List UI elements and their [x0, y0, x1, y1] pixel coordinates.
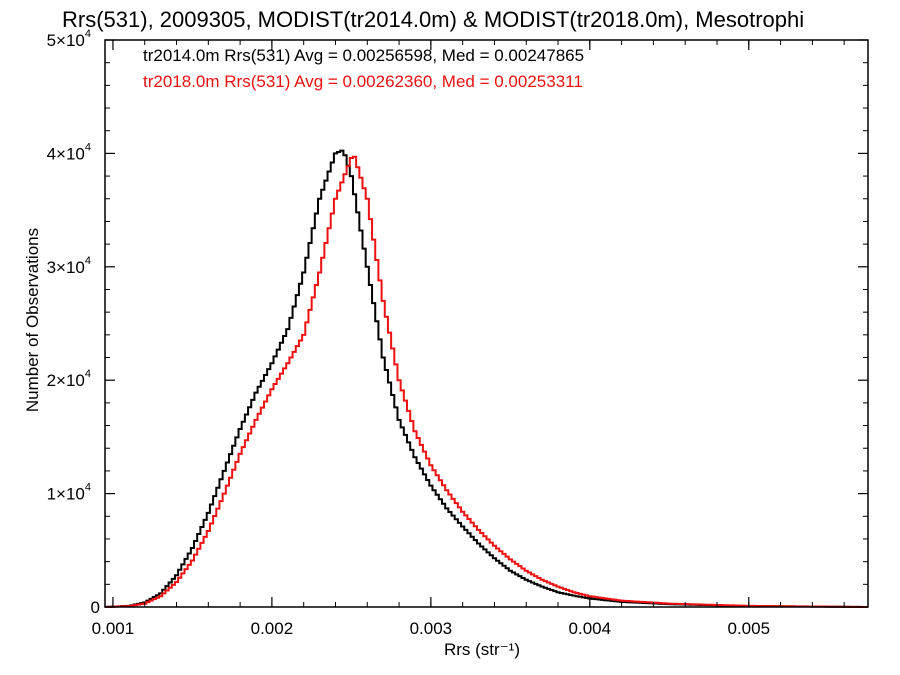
x-tick-label: 0.005: [728, 619, 771, 638]
y-axis-label: Number of Observations: [23, 228, 42, 412]
x-tick-label: 0.004: [569, 619, 612, 638]
y-axis: 0 1×104 2×104 3×104 4×104 5×104: [47, 28, 868, 617]
histogram-series-2: [105, 155, 868, 608]
x-tick-label: 0.001: [92, 619, 135, 638]
x-tick-label: 0.002: [251, 619, 294, 638]
y-tick-label: 2×104: [47, 368, 91, 390]
x-tick-label: 0.003: [410, 619, 453, 638]
series-layer: [105, 149, 868, 608]
legend: tr2014.0m Rrs(531) Avg = 0.00256598, Med…: [143, 46, 584, 91]
y-tick-label: 3×104: [47, 255, 91, 277]
legend-entry-1: tr2014.0m Rrs(531) Avg = 0.00256598, Med…: [143, 46, 584, 65]
y-tick-label: 5×104: [47, 28, 91, 50]
x-axis-label: Rrs (str⁻¹): [444, 640, 520, 659]
plot-frame: [104, 39, 869, 608]
y-tick-label: 0: [91, 598, 100, 617]
y-tick-label: 1×104: [47, 482, 91, 504]
chart-title: Rrs(531), 2009305, MODIST(tr2014.0m) & M…: [62, 7, 804, 32]
y-tick-label: 4×104: [47, 141, 91, 163]
x-axis: 0.001 0.002 0.003 0.004 0.005: [92, 40, 845, 638]
legend-entry-2: tr2018.0m Rrs(531) Avg = 0.00262360, Med…: [143, 72, 583, 91]
